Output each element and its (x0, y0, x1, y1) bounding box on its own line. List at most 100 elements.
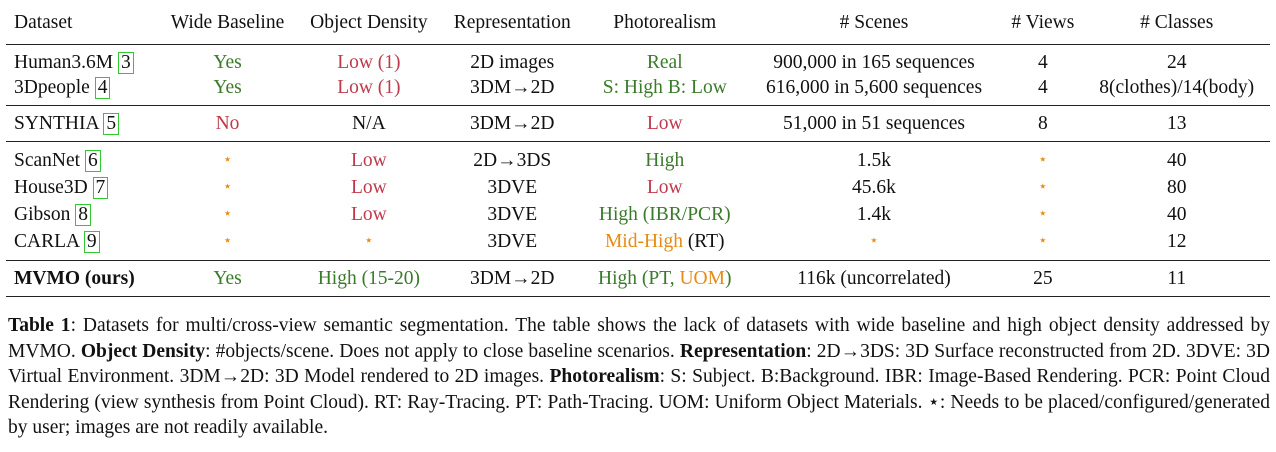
wide-baseline-cell: ⋆ (158, 174, 297, 201)
caption-term: Object Density (80, 340, 206, 362)
classes-value: 11 (1167, 268, 1187, 289)
dataset-name: House3D (14, 177, 88, 198)
datasets-table: Dataset Wide Baseline Object Density Repres… (6, 0, 1270, 297)
representation-cell: 2D images (440, 44, 584, 75)
dataset-cell: 3Dpeople 4 (6, 75, 158, 106)
col-scenes-header: # Scenes (839, 11, 909, 33)
table-group: Human3.6M 3 Yes Low (1) 2D images Real 900,00… (6, 44, 1270, 106)
photorealism-segment: High (IBR/PCR) (598, 204, 731, 225)
table-group: SYNTHIA 5 No N/A 3DM→2D Low 51,000 in 51 sequ… (6, 105, 1270, 142)
wide-baseline-cell: ⋆ (157, 141, 298, 174)
object-density-value: Low (1) (337, 77, 401, 98)
object-density-cell: ⋆ (297, 228, 441, 261)
classes-value: 8(clothes)/14(body) (1099, 77, 1255, 98)
views-value: ⋆ (1038, 206, 1048, 222)
wide-baseline-cell: Yes (157, 260, 298, 297)
col-wide-baseline-header: Wide Baseline (170, 11, 285, 33)
dataset-name: SYNTHIA (14, 113, 99, 134)
table-row: Human3.6M 3 Yes Low (1) 2D images Real 900,00… (6, 44, 1270, 75)
dataset-name: 3Dpeople (14, 77, 90, 98)
dataset-name: MVMO (ours) (14, 268, 135, 289)
object-density-value: Low (1) (337, 52, 401, 73)
dataset-cell: ScanNet 6 (6, 141, 158, 174)
col-representation-header: Representation (453, 11, 571, 33)
citation-link[interactable]: 5 (103, 113, 120, 135)
caption-text: : Datasets for multi/cross-view semantic… (8, 315, 1270, 362)
views-cell: ⋆ (1002, 174, 1083, 201)
scenes-value: 1.5k (856, 150, 892, 171)
wide-baseline-value: Yes (213, 77, 242, 98)
table-row: 3Dpeople 4 Yes Low (1) 3DM→2D S: High B: Low… (6, 75, 1270, 106)
photorealism-segment: Real (646, 52, 683, 73)
classes-cell: 11 (1083, 260, 1270, 297)
object-density-cell: N/A (297, 105, 441, 142)
col-object-density-header: Object Density (310, 11, 428, 33)
scenes-value: 900,000 in 165 sequences (773, 52, 975, 73)
representation-cell: 3DM→2D (440, 260, 584, 297)
classes-cell: 12 (1083, 228, 1270, 261)
caption-text: : 2D→3DS: 3D Surface reconstructed from … (8, 340, 1270, 388)
wide-baseline-cell: Yes (157, 44, 298, 75)
photorealism-segment: UOM (679, 268, 725, 289)
classes-cell: 8(clothes)/14(body) (1083, 75, 1270, 106)
photorealism-segment: High (645, 150, 685, 171)
representation-value: 2D→3DS (473, 150, 552, 171)
dataset-cell: CARLA 9 (6, 228, 158, 261)
citation-link[interactable]: 8 (75, 204, 91, 226)
wide-baseline-cell: ⋆ (158, 228, 297, 261)
object-density-value: N/A (352, 113, 386, 134)
views-cell: ⋆ (1002, 228, 1083, 261)
citation-link[interactable]: 9 (83, 231, 100, 253)
photorealism-segment: (RT) (682, 231, 725, 252)
object-density-cell: Low (1) (297, 75, 441, 106)
object-density-value: Low (351, 204, 387, 225)
scenes-cell: 45.6k (746, 174, 1003, 201)
photorealism-segment: ) (724, 268, 732, 289)
wide-baseline-value: ⋆ (222, 233, 233, 249)
photorealism-segment: Mid-High (604, 231, 683, 252)
wide-baseline-value: No (215, 113, 240, 134)
views-value: 4 (1037, 77, 1048, 98)
views-cell: ⋆ (1002, 141, 1084, 174)
dataset-name: ScanNet (14, 150, 81, 171)
representation-cell: 3DM→2D (441, 75, 584, 106)
photorealism-segment: High (PT, (598, 268, 680, 289)
wide-baseline-cell: ⋆ (158, 201, 297, 228)
dataset-name: CARLA (14, 231, 80, 252)
photorealism-cell: Mid-High (RT) (584, 228, 746, 261)
views-value: 8 (1037, 113, 1048, 134)
dataset-cell: SYNTHIA 5 (6, 105, 158, 142)
scenes-cell: 1.4k (746, 201, 1003, 228)
object-density-cell: Low (297, 141, 441, 174)
citation-link[interactable]: 7 (92, 177, 109, 199)
table-row: ScanNet 6 ⋆ Low 2D→3DS High 1.5k ⋆ 40 (6, 141, 1270, 174)
photorealism-cell: High (583, 141, 746, 174)
caption-text: : S: Subject. B:Background. IBR: Image-B… (8, 366, 1270, 438)
wide-baseline-cell: No (157, 105, 298, 142)
dataset-cell: MVMO (ours) (6, 260, 158, 297)
caption-text: : #objects/scene. Does not apply to clos… (205, 340, 680, 362)
representation-value: 3DM→2D (469, 268, 555, 289)
dataset-name: Gibson (14, 204, 71, 225)
classes-cell: 80 (1083, 174, 1270, 201)
classes-value: 40 (1166, 204, 1187, 225)
representation-value: 2D images (470, 52, 555, 73)
citation-link[interactable]: 3 (118, 52, 134, 74)
col-dataset-header: Dataset (14, 11, 73, 33)
classes-cell: 40 (1083, 141, 1270, 174)
table-header-row: Dataset Wide Baseline Object Density Repres… (6, 0, 1270, 45)
views-cell: 25 (1002, 260, 1084, 297)
representation-cell: 3DVE (441, 228, 584, 261)
table-row: SYNTHIA 5 No N/A 3DM→2D Low 51,000 in 51 sequ… (6, 105, 1270, 142)
representation-cell: 3DVE (441, 174, 584, 201)
citation-link[interactable]: 6 (84, 150, 101, 172)
wide-baseline-value: ⋆ (222, 152, 233, 168)
object-density-cell: High (15-20) (297, 260, 441, 297)
photorealism-cell: S: High B: Low (584, 75, 746, 106)
scenes-cell: 116k (uncorrelated) (745, 260, 1003, 297)
citation-link[interactable]: 4 (94, 77, 111, 99)
representation-cell: 3DM→2D (440, 105, 584, 142)
dataset-name: Human3.6M (14, 52, 114, 73)
caption-term: Representation (679, 340, 807, 362)
object-density-cell: Low (297, 201, 441, 228)
